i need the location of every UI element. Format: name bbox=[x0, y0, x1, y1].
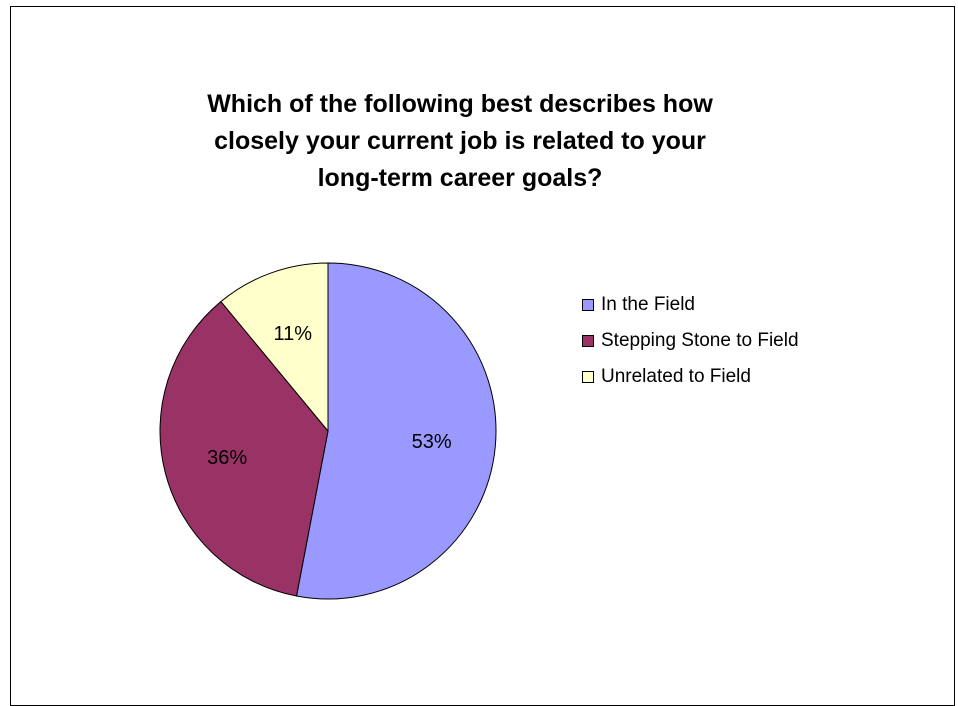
chart-area bbox=[10, 6, 955, 706]
chart-title-line-1: Which of the following best describes ho… bbox=[207, 90, 713, 118]
pie-chart: 53% 36% 11% bbox=[159, 262, 497, 600]
pie-slice-unrelated-to-field bbox=[220, 262, 329, 433]
pie-slice-in-the-field bbox=[295, 262, 497, 600]
legend-item-unrelated: Unrelated to Field bbox=[582, 359, 799, 395]
legend-label-stepping-stone: Stepping Stone to Field bbox=[601, 330, 799, 351]
chart-title-line-2: closely your current job is related to y… bbox=[214, 127, 706, 155]
legend-swatch-stepping-stone bbox=[582, 335, 594, 347]
legend-label-in-the-field: In the Field bbox=[601, 294, 695, 315]
legend-item-stepping-stone: Stepping Stone to Field bbox=[582, 323, 799, 359]
legend-item-in-the-field: In the Field bbox=[582, 287, 799, 323]
pie-data-label-stepping-stone-to-field: 36% bbox=[207, 447, 247, 469]
legend-label-unrelated: Unrelated to Field bbox=[601, 366, 751, 387]
legend: In the Field Stepping Stone to Field Unr… bbox=[582, 287, 799, 395]
pie-data-label-in-the-field: 53% bbox=[412, 431, 452, 453]
legend-swatch-in-the-field bbox=[582, 299, 594, 311]
legend-swatch-unrelated bbox=[582, 371, 594, 383]
chart-title: Which of the following best describes ho… bbox=[100, 86, 820, 197]
pie-data-label-unrelated-to-field: 11% bbox=[273, 323, 312, 345]
pie-slice-stepping-stone-to-field bbox=[159, 300, 329, 597]
chart-title-line-3: long-term career goals? bbox=[317, 164, 603, 192]
